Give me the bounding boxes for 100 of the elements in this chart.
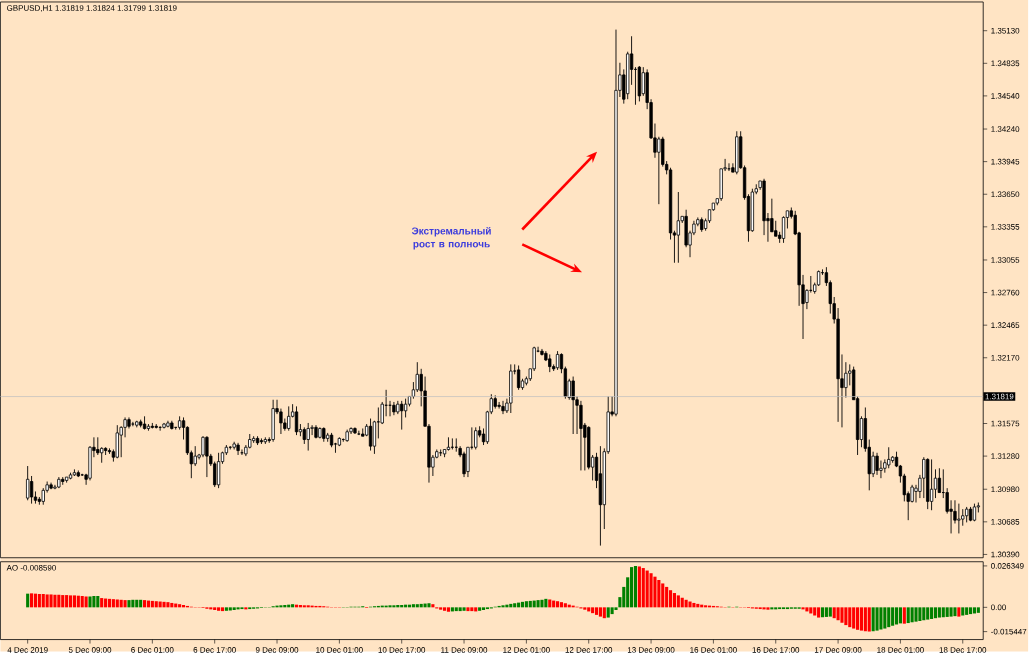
bar: [824, 607, 828, 617]
bar: [774, 607, 778, 610]
bar: [840, 607, 844, 623]
bar: [762, 607, 766, 610]
candlestick: [887, 446, 891, 469]
bar: [957, 607, 961, 617]
bar: [805, 607, 809, 612]
bar: [894, 607, 899, 625]
bar: [598, 607, 602, 617]
bar: [856, 607, 860, 630]
candlestick: [875, 452, 879, 476]
bar: [302, 605, 306, 608]
bar: [462, 607, 466, 611]
bar: [244, 607, 248, 610]
bar: [76, 595, 80, 608]
candlestick: [236, 442, 240, 456]
bar: [49, 594, 53, 608]
bar: [224, 607, 228, 611]
bar: [123, 600, 127, 608]
bar: [941, 607, 945, 618]
bar: [217, 607, 221, 611]
candlestick: [933, 468, 938, 499]
bar: [84, 596, 88, 608]
bar: [96, 595, 100, 608]
bar: [766, 607, 770, 610]
bar: [668, 590, 673, 608]
bar: [653, 576, 657, 608]
bar: [150, 600, 154, 608]
bar: [446, 607, 451, 612]
bar: [72, 595, 76, 608]
bar: [427, 603, 431, 608]
candlestick: [501, 400, 505, 415]
bar: [813, 607, 817, 616]
candlestick: [957, 503, 961, 534]
bar: [863, 607, 867, 632]
bar: [910, 607, 914, 623]
bar: [661, 583, 665, 608]
candlestick: [871, 451, 875, 478]
bar: [672, 593, 676, 608]
bar: [111, 599, 115, 608]
candlestick: [676, 191, 680, 264]
bar: [875, 607, 879, 631]
bar: [914, 607, 918, 622]
bar: [649, 573, 653, 608]
bar: [61, 595, 65, 608]
bar: [80, 595, 84, 608]
candlestick: [26, 465, 30, 501]
bar: [53, 594, 57, 608]
candlestick: [474, 426, 478, 450]
bar: [770, 607, 774, 610]
bar: [388, 605, 392, 608]
candlestick: [193, 445, 197, 467]
annotation: Экстремальный рост в полночь: [411, 226, 491, 250]
bar: [887, 607, 891, 628]
bar: [115, 599, 119, 608]
bar: [415, 604, 419, 608]
bar: [828, 607, 832, 617]
bar: [466, 607, 470, 612]
candlestick: [287, 405, 291, 432]
bar: [501, 605, 505, 608]
candlestick: [579, 400, 583, 471]
bar: [88, 596, 92, 608]
candlestick: [497, 401, 501, 410]
bar: [610, 607, 614, 615]
bar: [680, 597, 684, 608]
bar: [306, 605, 310, 608]
bar: [92, 595, 96, 608]
bar: [906, 607, 910, 624]
bar: [228, 607, 232, 611]
bar: [918, 607, 922, 621]
bar: [591, 607, 595, 614]
bar: [411, 604, 415, 608]
bar: [454, 607, 458, 612]
bar: [930, 607, 934, 619]
bar: [559, 602, 564, 608]
bar: [478, 607, 482, 611]
bar: [178, 604, 182, 608]
bar: [68, 595, 73, 608]
bar: [614, 607, 618, 610]
bar: [933, 607, 938, 619]
bar: [976, 607, 980, 613]
bar: [852, 607, 856, 629]
bar: [809, 607, 813, 614]
candlestick: [657, 136, 661, 205]
bar: [26, 593, 30, 608]
bar: [65, 595, 69, 608]
bar: [30, 593, 34, 608]
bar: [540, 599, 544, 608]
candlestick: [400, 400, 404, 430]
bar: [633, 565, 638, 608]
bar: [848, 607, 852, 628]
bar: [100, 598, 104, 608]
bar: [883, 607, 887, 629]
bar: [817, 607, 821, 618]
candlestick: [571, 376, 575, 435]
bar: [891, 607, 895, 626]
bar: [820, 607, 825, 618]
bar: [867, 607, 871, 632]
bar: [676, 595, 680, 608]
bar: [291, 604, 295, 608]
